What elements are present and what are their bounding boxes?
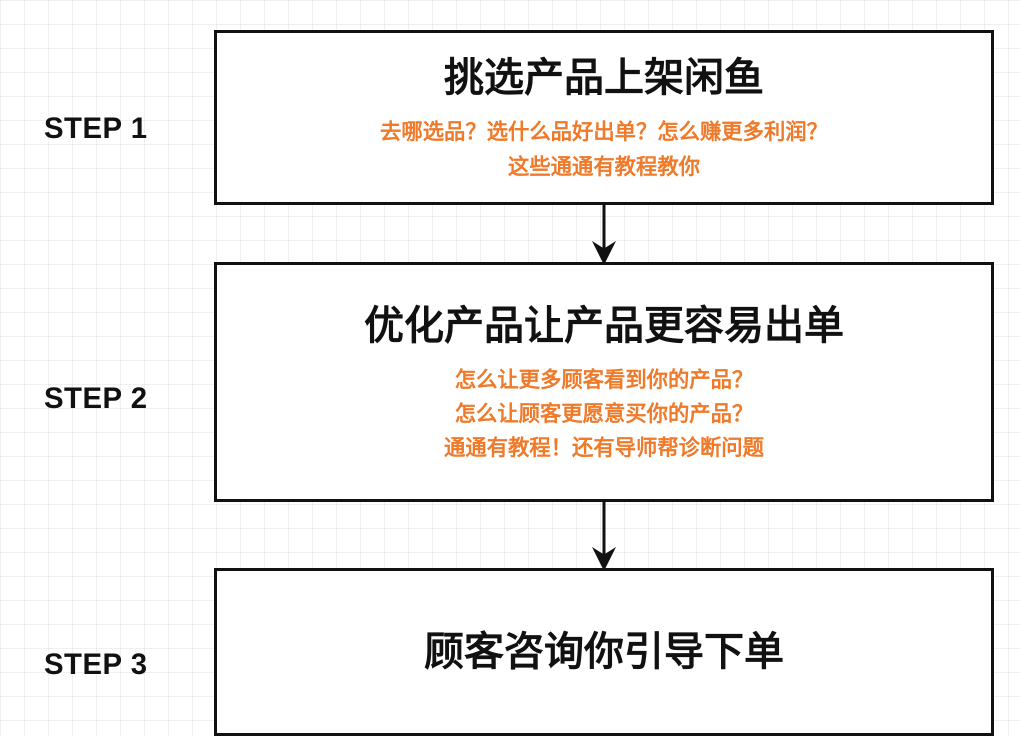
step-2-node: 优化产品让产品更容易出单 怎么让更多顾客看到你的产品？ 怎么让顾客更愿意买你的产… <box>214 262 994 502</box>
step-1-subtitle-line-1: 去哪选品？选什么品好出单？怎么赚更多利润？ <box>237 115 971 149</box>
step-1-node: 挑选产品上架闲鱼 去哪选品？选什么品好出单？怎么赚更多利润？ 这些通通有教程教你 <box>214 30 994 205</box>
flowchart-canvas: STEP 1 挑选产品上架闲鱼 去哪选品？选什么品好出单？怎么赚更多利润？ 这些… <box>0 0 1020 736</box>
step-2-subtitle-line-3: 通通有教程！还有导师帮诊断问题 <box>237 431 971 465</box>
step-2-subtitle: 怎么让更多顾客看到你的产品？ 怎么让顾客更愿意买你的产品？ 通通有教程！还有导师… <box>237 363 971 465</box>
step-2-label: STEP 2 <box>44 382 148 416</box>
step-1-subtitle-line-2: 这些通通有教程教你 <box>237 150 971 184</box>
step-2-title: 优化产品让产品更容易出单 <box>237 299 971 353</box>
step-1-subtitle: 去哪选品？选什么品好出单？怎么赚更多利润？ 这些通通有教程教你 <box>237 115 971 183</box>
step-2-subtitle-line-2: 怎么让顾客更愿意买你的产品？ <box>237 397 971 431</box>
step-1-label: STEP 1 <box>44 112 148 146</box>
step-3-node: 顾客咨询你引导下单 <box>214 568 994 736</box>
step-3-label: STEP 3 <box>44 648 148 682</box>
step-3-title: 顾客咨询你引导下单 <box>237 625 971 679</box>
step-2-subtitle-line-1: 怎么让更多顾客看到你的产品？ <box>237 363 971 397</box>
step-1-title: 挑选产品上架闲鱼 <box>237 51 971 105</box>
